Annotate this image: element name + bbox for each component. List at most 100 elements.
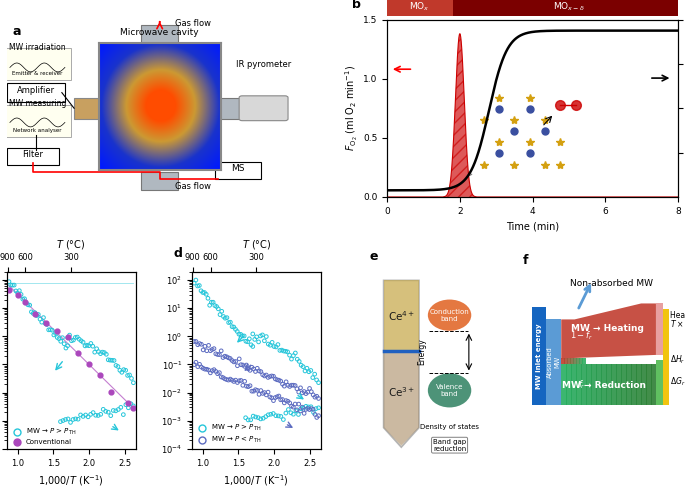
Point [271,343,282,351]
Point [205,347,216,355]
FancyBboxPatch shape [7,148,59,165]
Polygon shape [576,364,582,405]
Point [83,413,94,421]
Text: IR pyrometer: IR pyrometer [236,61,291,69]
Point [88,408,99,416]
Point [257,371,268,379]
Polygon shape [626,364,632,405]
Point [60,344,71,352]
Point [273,392,284,400]
Point [121,401,132,408]
Point [223,354,234,362]
Point [213,305,224,313]
Point [89,348,100,356]
Point [53,335,64,343]
Point [97,348,108,356]
Point [268,409,279,417]
Point [242,416,253,424]
Point [115,404,126,411]
Point [303,403,314,411]
Point [225,355,236,363]
Point [280,347,291,355]
Point [288,403,299,411]
Point [251,333,262,341]
Point [95,350,106,358]
Point [192,282,203,290]
Point [256,415,266,423]
Point [272,376,283,384]
Point [297,403,308,411]
Point [190,276,201,284]
Point [306,403,316,411]
Point [311,413,322,421]
Point [114,366,125,374]
Point [242,338,253,346]
Point [292,355,303,363]
Point [311,376,322,384]
Point [281,378,292,386]
Point [239,363,250,370]
Point [199,288,210,296]
Point [259,372,270,380]
Polygon shape [606,364,612,405]
Point [248,387,259,395]
Point [273,412,284,420]
Point [199,365,210,373]
Polygon shape [621,364,627,405]
Point [271,412,282,420]
FancyBboxPatch shape [4,48,71,80]
Point [128,404,139,412]
Point [188,279,199,287]
Point [77,338,88,346]
Point [228,378,239,386]
Point [295,405,306,413]
Point [30,310,41,318]
Point [128,402,139,410]
Point [70,415,81,423]
Text: $T \times \Delta S_r$: $T \times \Delta S_r$ [670,319,685,331]
Point [308,408,319,416]
Point [105,356,116,364]
Point [236,377,247,385]
Point [207,366,218,374]
Point [204,302,215,309]
Point [228,358,239,366]
Polygon shape [567,359,571,364]
Point [225,318,236,326]
Polygon shape [564,359,568,364]
Point [286,402,297,410]
Point [263,340,274,348]
Point [294,358,305,366]
Point [201,347,212,355]
Point [196,363,207,371]
Point [3,278,14,285]
Point [313,404,324,412]
Point [244,335,255,343]
FancyBboxPatch shape [547,320,561,405]
Text: Ceramic
particles: Ceramic particles [145,79,175,92]
Point [304,385,315,392]
Y-axis label: $F_{\mathrm{O_2}}$ (ml O$_2$ min$^{-1}$): $F_{\mathrm{O_2}}$ (ml O$_2$ min$^{-1}$) [343,65,360,151]
Text: e: e [369,250,378,263]
Point [301,403,312,410]
Point [260,413,271,421]
Point [264,341,275,349]
Polygon shape [591,364,597,405]
Point [221,314,232,322]
Point [259,388,270,396]
Point [40,320,51,327]
Point [194,340,205,347]
X-axis label: $T$ (°C): $T$ (°C) [56,238,86,251]
Point [258,414,269,422]
Point [92,411,103,419]
Point [45,326,56,334]
Point [194,282,205,289]
Point [128,379,139,386]
Point [311,392,322,400]
Point [116,368,127,376]
Point [212,350,223,358]
Point [66,337,77,345]
Point [266,339,277,346]
Point [310,393,321,401]
Point [190,338,201,346]
